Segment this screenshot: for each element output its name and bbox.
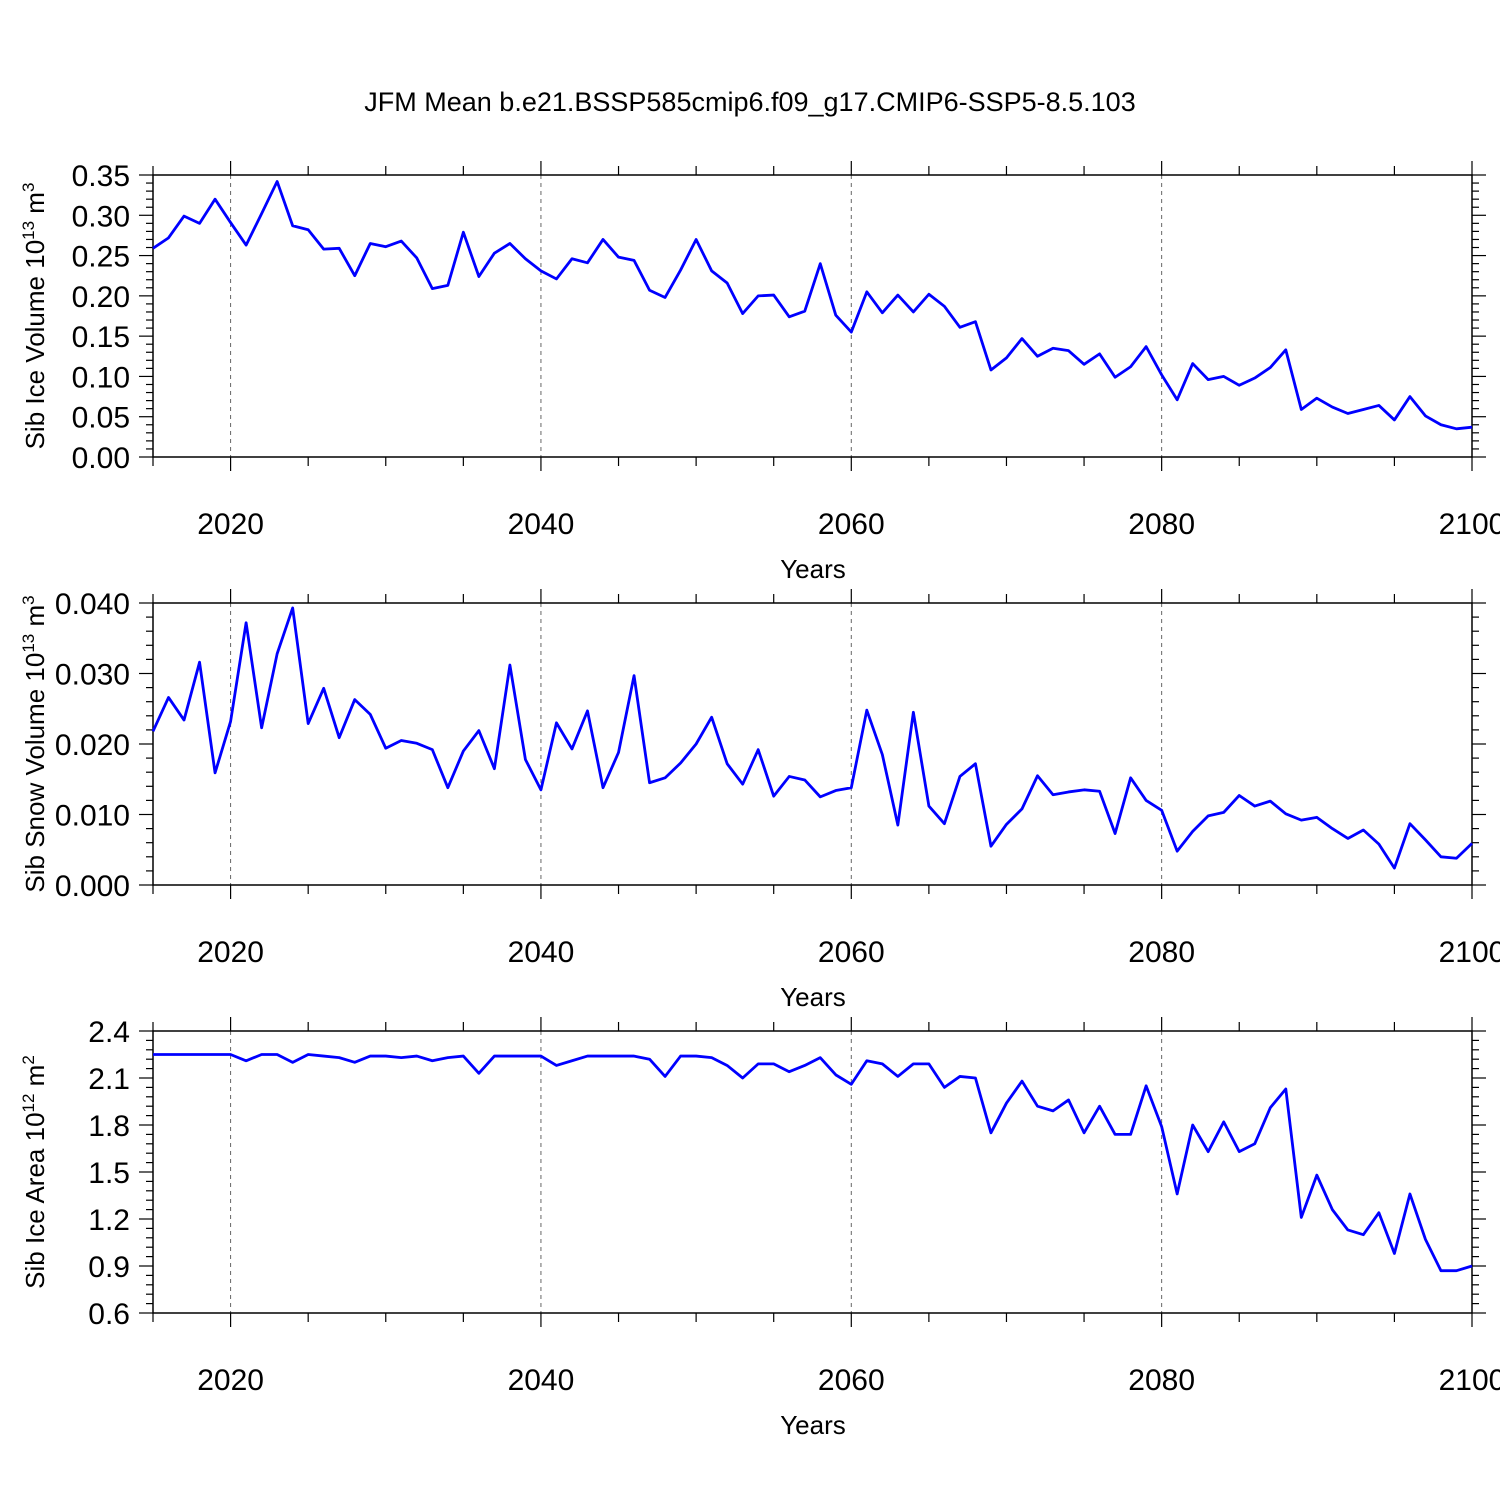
y-tick-label: 1.8 xyxy=(88,1110,130,1143)
x-tick-label: 2060 xyxy=(818,508,885,541)
x-tick-label: 2040 xyxy=(508,936,575,969)
y-tick-label: 0.030 xyxy=(55,659,130,692)
y-axis-title-superscript: 2 xyxy=(19,1055,38,1064)
y-tick-label: 0.15 xyxy=(72,321,130,354)
y-tick-label: 0.20 xyxy=(72,281,130,314)
y-tick-label: 0.05 xyxy=(72,402,130,435)
series-line xyxy=(152,180,1473,431)
y-axis-title-superscript: 3 xyxy=(19,183,38,192)
y-axis-title-part: Sib Ice Volume 10 xyxy=(20,240,50,450)
y-axis-title-superscript: 13 xyxy=(19,221,38,240)
y-tick-label: 1.2 xyxy=(88,1204,130,1237)
series-line xyxy=(153,1053,1473,1273)
y-axis-title-part: m xyxy=(20,605,50,634)
x-axis-title: Years xyxy=(780,982,846,1012)
y-tick-label: 0.35 xyxy=(72,160,130,193)
x-tick-label: 2060 xyxy=(818,936,885,969)
x-tick-label: 2080 xyxy=(1128,1364,1195,1397)
x-tick-label: 2020 xyxy=(197,936,264,969)
x-tick-label: 2100 xyxy=(1439,508,1500,541)
y-tick-label: 2.4 xyxy=(88,1016,130,1049)
y-tick-label: 0.020 xyxy=(55,729,130,762)
y-axis-title-part: m xyxy=(20,1065,50,1094)
x-tick-label: 2040 xyxy=(508,508,575,541)
x-tick-label: 2100 xyxy=(1439,936,1500,969)
chart-panel-3: 0.6 0.9 1.2 1.5 1.8 2.1 2.4 2020 2040 2060 2080 210… xyxy=(19,1016,1500,1440)
x-tick-label: 2100 xyxy=(1439,1364,1500,1397)
y-axis-title-superscript: 3 xyxy=(19,595,38,604)
y-tick-label: 0.040 xyxy=(55,588,130,621)
y-tick-label: 0.30 xyxy=(72,200,130,233)
plot-frame xyxy=(152,174,1473,458)
x-tick-label: 2040 xyxy=(508,1364,575,1397)
series-line xyxy=(151,606,1473,870)
y-tick-label: 0.9 xyxy=(88,1251,130,1284)
y-tick-label: 0.010 xyxy=(55,800,130,833)
y-tick-label: 0.25 xyxy=(72,241,130,274)
y-axis-title-superscript: 12 xyxy=(19,1094,38,1113)
chart-title: JFM Mean b.e21.BSSP585cmip6.f09_g17.CMIP… xyxy=(364,87,1135,117)
y-tick-label: 2.1 xyxy=(88,1063,130,1096)
y-tick-label: 0.10 xyxy=(72,361,130,394)
y-tick-label: 1.5 xyxy=(88,1157,130,1190)
y-axis-title-part: Sib Snow Volume 10 xyxy=(20,653,50,893)
x-axis-title: Years xyxy=(780,1410,846,1440)
chart-panel-1: 0.00 0.05 0.10 0.15 0.20 0.25 0.30 0.35 2020 2040… xyxy=(19,160,1500,584)
x-tick-label: 2020 xyxy=(197,508,264,541)
y-axis-title-part: Sib Ice Area 10 xyxy=(20,1112,50,1288)
x-axis-title: Years xyxy=(780,554,846,584)
x-tick-label: 2080 xyxy=(1128,508,1195,541)
y-axis-title: Sib Snow Volume 1013 m3 xyxy=(19,595,50,892)
chart-panel-2: 0.000 0.010 0.020 0.030 0.040 2020 2040 2060 208… xyxy=(19,588,1500,1012)
y-axis-title-part: m xyxy=(20,192,50,221)
x-tick-label: 2080 xyxy=(1128,936,1195,969)
x-tick-label: 2060 xyxy=(818,1364,885,1397)
y-tick-label: 0.00 xyxy=(72,442,130,475)
y-axis-title: Sib Ice Area 1012 m2 xyxy=(19,1055,50,1289)
y-axis-title-superscript: 13 xyxy=(19,634,38,653)
y-axis-title: Sib Ice Volume 1013 m3 xyxy=(19,183,50,450)
y-tick-label: 0.6 xyxy=(88,1298,130,1331)
y-tick-label: 0.000 xyxy=(55,870,130,903)
x-tick-label: 2020 xyxy=(197,1364,264,1397)
